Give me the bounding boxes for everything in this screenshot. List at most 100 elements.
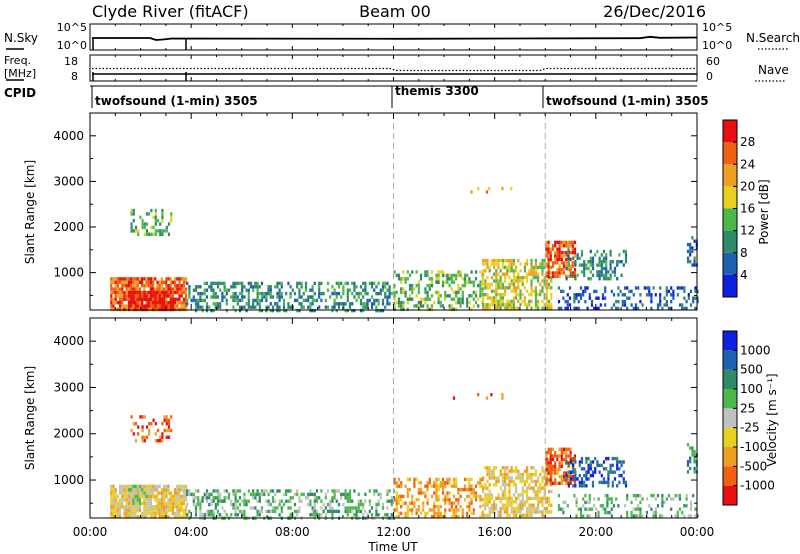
range-gate-cell bbox=[532, 486, 535, 490]
range-gate-cell bbox=[194, 506, 198, 510]
range-gate-cell bbox=[201, 291, 204, 296]
range-gate-cell bbox=[384, 291, 387, 296]
range-gate-cell bbox=[549, 451, 552, 455]
range-gate-cell bbox=[585, 456, 588, 461]
range-gate-cell bbox=[523, 479, 526, 484]
range-gate-cell bbox=[580, 484, 584, 488]
range-gate-cell bbox=[604, 303, 607, 307]
range-gate-cell bbox=[176, 511, 179, 516]
range-gate-cell bbox=[406, 494, 409, 499]
range-gate-cell bbox=[386, 288, 389, 292]
range-gate-cell bbox=[523, 489, 526, 494]
range-gate-cell bbox=[452, 280, 456, 284]
range-gate-cell bbox=[530, 272, 533, 276]
range-gate-cell bbox=[587, 470, 590, 474]
range-gate-cell bbox=[637, 507, 640, 511]
range-gate-cell bbox=[444, 515, 447, 519]
range-gate-cell bbox=[121, 491, 124, 495]
range-gate-cell bbox=[565, 250, 568, 255]
range-gate-cell bbox=[430, 307, 434, 312]
range-gate-cell bbox=[219, 513, 222, 517]
colorbar-swatch bbox=[723, 350, 737, 370]
range-gate-cell bbox=[311, 302, 314, 306]
range-gate-cell bbox=[377, 502, 380, 507]
range-gate-cell bbox=[501, 489, 504, 494]
range-gate-cell bbox=[455, 508, 458, 512]
range-gate-cell bbox=[119, 488, 122, 492]
range-gate-cell bbox=[444, 494, 447, 499]
range-gate-cell bbox=[377, 499, 380, 503]
range-gate-cell bbox=[582, 504, 585, 508]
range-gate-cell bbox=[576, 477, 579, 481]
range-gate-cell bbox=[504, 303, 507, 307]
range-gate-cell bbox=[604, 286, 607, 290]
time-tick-label: 08:00 bbox=[275, 525, 310, 539]
range-gate-cell bbox=[508, 258, 511, 263]
range-gate-cell bbox=[234, 285, 237, 289]
range-gate-cell bbox=[307, 502, 310, 507]
range-gate-cell bbox=[205, 308, 209, 313]
range-gate-cell bbox=[510, 299, 513, 304]
range-gate-cell bbox=[595, 296, 598, 300]
range-gate-cell bbox=[296, 513, 299, 517]
range-gate-cell bbox=[282, 502, 286, 507]
range-gate-cell bbox=[519, 303, 522, 307]
range-gate-cell bbox=[515, 279, 518, 283]
range-gate-cell bbox=[512, 500, 515, 504]
range-gate-cell bbox=[539, 282, 542, 287]
range-gate-cell bbox=[534, 472, 537, 477]
range-gate-cell bbox=[452, 477, 456, 482]
range-gate-cell bbox=[479, 494, 482, 499]
velocity-data-layer bbox=[110, 393, 699, 520]
range-gate-cell bbox=[521, 476, 524, 480]
range-gate-cell bbox=[362, 506, 365, 510]
range-gate-cell bbox=[566, 306, 569, 311]
y-tick-label: 3000 bbox=[53, 174, 84, 188]
range-gate-cell bbox=[408, 297, 412, 301]
range-gate-cell bbox=[497, 479, 500, 484]
range-gate-cell bbox=[147, 505, 150, 509]
range-gate-cell bbox=[650, 493, 653, 498]
range-gate-cell bbox=[381, 308, 385, 313]
range-gate-cell bbox=[466, 487, 469, 492]
range-gate-cell bbox=[521, 489, 524, 494]
range-gate-cell bbox=[289, 506, 292, 510]
range-gate-cell bbox=[689, 242, 692, 247]
range-gate-cell bbox=[587, 463, 590, 468]
range-gate-cell bbox=[315, 513, 319, 517]
range-gate-cell bbox=[395, 491, 398, 495]
range-gate-cell bbox=[648, 504, 651, 508]
range-gate-cell bbox=[167, 222, 171, 226]
range-gate-cell bbox=[127, 484, 131, 489]
range-gate-cell bbox=[479, 498, 482, 502]
range-gate-cell bbox=[613, 273, 617, 277]
range-gate-cell bbox=[344, 281, 347, 286]
range-gate-cell bbox=[397, 484, 401, 488]
range-gate-cell bbox=[433, 491, 436, 495]
range-gate-cell bbox=[178, 505, 181, 509]
range-gate-cell bbox=[119, 287, 122, 291]
range-gate-cell bbox=[497, 272, 500, 276]
range-gate-cell bbox=[543, 483, 546, 487]
range-gate-cell bbox=[545, 279, 548, 283]
range-gate-cell bbox=[165, 287, 168, 291]
range-gate-cell bbox=[512, 493, 515, 497]
range-gate-cell bbox=[554, 451, 557, 455]
range-gate-cell bbox=[232, 506, 235, 510]
range-gate-cell bbox=[588, 493, 591, 498]
range-gate-cell bbox=[199, 305, 202, 309]
range-gate-cell bbox=[331, 513, 334, 517]
range-gate-cell bbox=[116, 301, 119, 305]
range-gate-cell bbox=[256, 513, 259, 517]
range-gate-cell bbox=[278, 513, 281, 517]
range-gate-cell bbox=[344, 489, 347, 493]
range-gate-cell bbox=[197, 502, 200, 507]
range-gate-cell bbox=[216, 499, 220, 503]
range-gate-cell bbox=[470, 491, 473, 495]
range-gate-cell bbox=[665, 497, 668, 501]
range-gate-cell bbox=[125, 290, 128, 295]
range-gate-cell bbox=[545, 472, 548, 477]
range-gate-cell bbox=[452, 307, 456, 312]
range-gate-cell bbox=[400, 300, 403, 305]
